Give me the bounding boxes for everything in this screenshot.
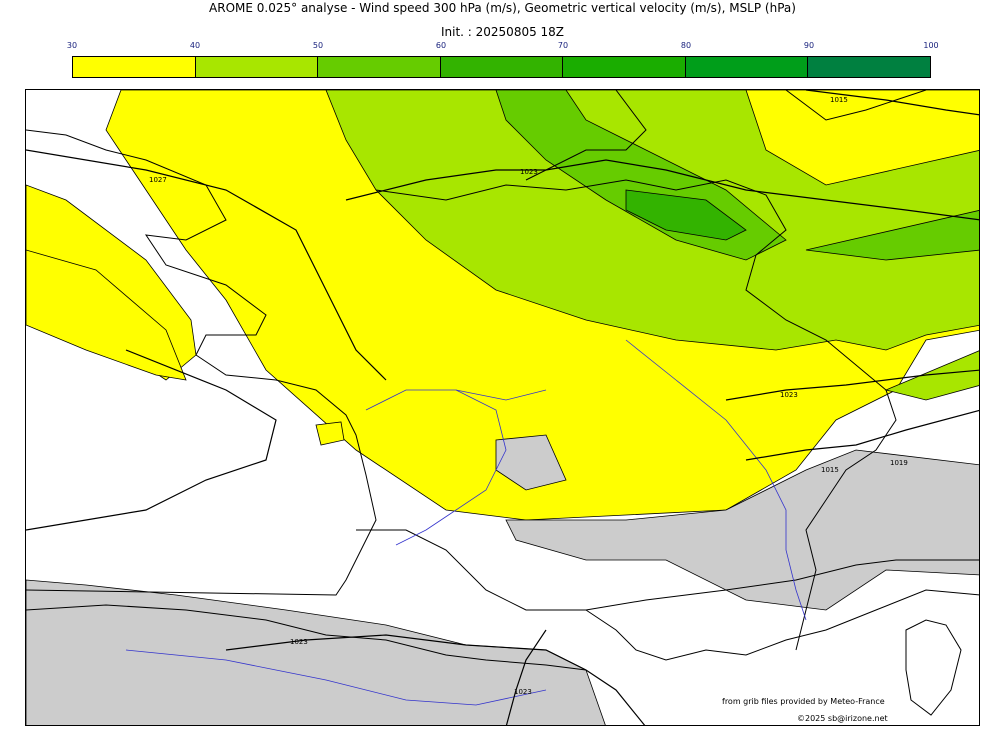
isobar-label: 1015 [821,466,839,474]
wind-zone-30-40 [26,249,187,381]
colorbar-segment [73,57,196,77]
relief-pyrenees [26,579,606,725]
colorbar-tick: 80 [680,41,692,50]
coastline [585,589,979,661]
copyright-credit: ©2025 sb@irizone.net [797,714,888,723]
isobar [745,409,979,461]
relief-massif-central [495,434,567,491]
isobar-label: 1023 [290,638,308,646]
colorbar-tick: 100 [923,41,939,50]
chart-title: AROME 0.025° analyse - Wind speed 300 hP… [209,1,796,15]
isobar-label: 1027 [149,176,167,184]
relief-alps [505,449,979,611]
colorbar-tick: 90 [803,41,815,50]
isobar [26,149,387,381]
colorbar [72,56,931,78]
colorbar-tick: 60 [435,41,447,50]
isobar-label: 1023 [520,168,538,176]
isobar-label: 1023 [514,688,532,696]
map-canvas: 1027 1023 1023 1023 1019 1015 1023 1015 [26,90,979,725]
colorbar-segment [808,57,931,77]
corsica [905,619,962,716]
colorbar-tick: 70 [557,41,569,50]
isobar [725,369,979,401]
colorbar-tick: 50 [312,41,324,50]
coastline [356,529,979,611]
river [625,339,807,621]
wind-zone-60-70 [625,189,747,241]
isobar [345,159,979,221]
wind-zone-40-50 [884,350,979,401]
colorbar-segment [563,57,686,77]
colorbar-segment [195,57,319,77]
colorbar-tick: 30 [66,41,78,50]
isobar [26,349,277,531]
isobar-label: 1023 [780,391,798,399]
isobar [505,629,547,725]
data-credit: from grib files provided by Meteo-France [722,697,885,706]
isobar [225,634,646,725]
isobar [805,90,979,116]
country-border [375,179,897,651]
wind-zone-30-40 [315,421,345,446]
country-border [26,604,587,671]
river [395,389,507,546]
country-border [785,90,927,121]
colorbar-tick: 40 [189,41,201,50]
weather-map: 1027 1023 1023 1023 1019 1015 1023 1015 [25,89,980,726]
colorbar-segment [318,57,441,77]
river [125,649,547,706]
country-border [525,90,647,181]
colorbar-segment [440,57,564,77]
isobar-label: 1015 [830,96,848,104]
wind-zone-50-60 [805,210,979,261]
init-time: Init. : 20250805 18Z [440,25,565,39]
colorbar-segment [685,57,809,77]
isobar-label: 1019 [890,459,908,467]
